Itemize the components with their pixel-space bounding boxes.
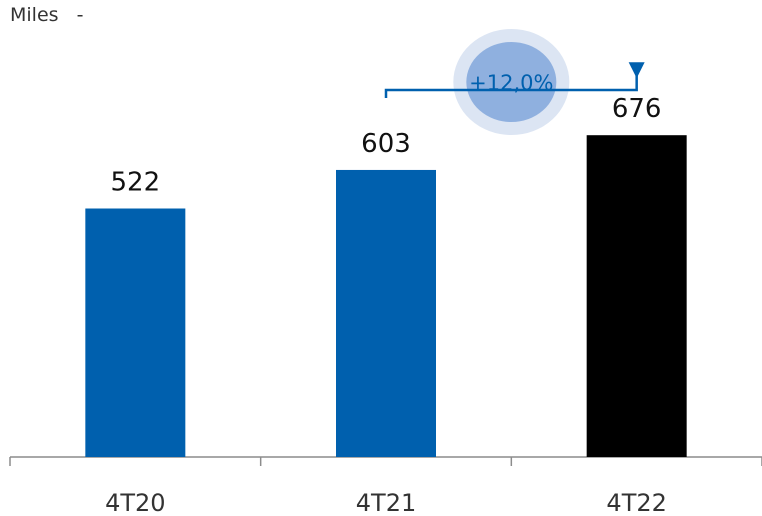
growth-bubble-inner: [466, 42, 557, 122]
bar-4T21: [336, 169, 436, 457]
x-tick-label: 4T20: [105, 489, 165, 516]
unit-label: Miles -: [10, 4, 84, 26]
data-label: 603: [361, 129, 411, 159]
bar-4T20: [85, 208, 186, 457]
data-label: 522: [111, 168, 161, 198]
growth-arrow-head: [628, 62, 645, 79]
data-label: 676: [612, 94, 662, 124]
x-tick-label: 4T22: [606, 489, 666, 516]
bar-4T22: [586, 135, 687, 457]
growth-label: +12,0%: [469, 71, 553, 95]
x-tick-label: 4T21: [356, 489, 416, 516]
